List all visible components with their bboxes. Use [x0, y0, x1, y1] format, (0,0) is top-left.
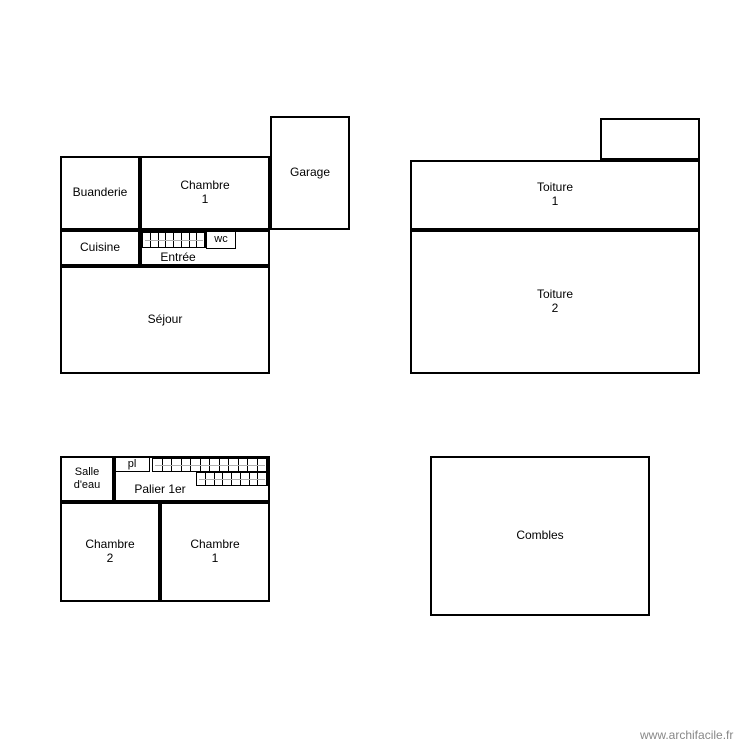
room-buanderie: Buanderie — [60, 156, 140, 230]
room-combles: Combles — [430, 456, 650, 616]
room-salle-deau: Salle d'eau — [60, 456, 114, 502]
room-toiture-top — [600, 118, 700, 160]
stairs-rdc — [142, 232, 206, 248]
label-palier-label: Palier 1er — [120, 482, 200, 498]
room-wc: wc — [206, 230, 236, 249]
watermark-link[interactable]: www.archifacile.fr — [640, 728, 733, 742]
stair-arrow — [199, 479, 265, 480]
room-chambre1-rdc: Chambre 1 — [140, 156, 270, 230]
stair-arrow — [145, 240, 203, 241]
room-chambre1-et: Chambre 1 — [160, 502, 270, 602]
room-toiture1: Toiture 1 — [410, 160, 700, 230]
stairs-et2 — [196, 472, 268, 486]
room-toiture2: Toiture 2 — [410, 230, 700, 374]
stair-arrow — [155, 465, 265, 466]
room-chambre2: Chambre 2 — [60, 502, 160, 602]
stairs-et1 — [152, 458, 268, 472]
room-garage: Garage — [270, 116, 350, 230]
room-cuisine: Cuisine — [60, 230, 140, 266]
room-sejour: Séjour — [60, 266, 270, 374]
label-entree-label: Entrée — [150, 250, 206, 266]
